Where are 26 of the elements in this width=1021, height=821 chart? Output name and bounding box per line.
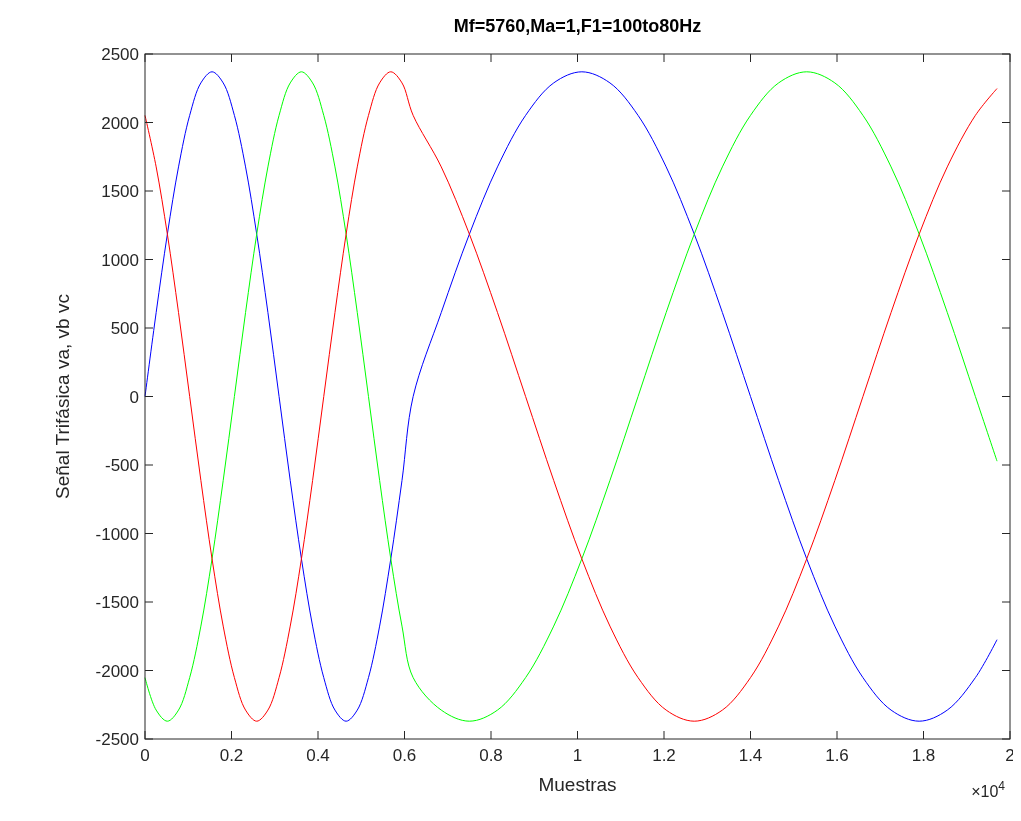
y-tick-label: 1000: [101, 250, 139, 270]
line-series: [144, 71, 998, 722]
x-tick-label: 0.8: [479, 746, 503, 765]
y-tick-label: -2500: [95, 730, 139, 749]
x-tick-label: 0.4: [306, 746, 330, 765]
y-tick-label: 2000: [101, 113, 139, 133]
y-tick-label: 500: [110, 319, 139, 338]
x-tick-label: 0.6: [392, 746, 417, 765]
y-tick-label: -2000: [95, 661, 139, 681]
y-tick-label: -1000: [95, 524, 139, 544]
y-tick-label: 2500: [101, 45, 139, 64]
x-tick-label: 1.6: [825, 746, 849, 765]
y-tick-label: 1500: [101, 182, 139, 201]
y-tick-label: -500: [104, 456, 139, 475]
y-axis-title: Señal Trifásica va, vb vc: [52, 294, 73, 499]
x-tick-label: 1.8: [911, 746, 936, 765]
x-axis-title: Muestras: [538, 774, 617, 795]
y-tick-label: 0: [129, 387, 139, 407]
x-tick-label: 1: [572, 746, 583, 765]
x-tick-label: 2: [1005, 746, 1015, 765]
x-tick-label: 1.4: [738, 746, 763, 765]
chart-title: Mf=5760,Ma=1,F1=100to80Hz: [453, 16, 702, 36]
y-tick-label: -1500: [95, 593, 139, 612]
x-tick-label: 0.2: [219, 746, 244, 765]
text: ×10$^{4}$: [971, 779, 1006, 800]
x-tick-label: 1.2: [652, 746, 676, 765]
